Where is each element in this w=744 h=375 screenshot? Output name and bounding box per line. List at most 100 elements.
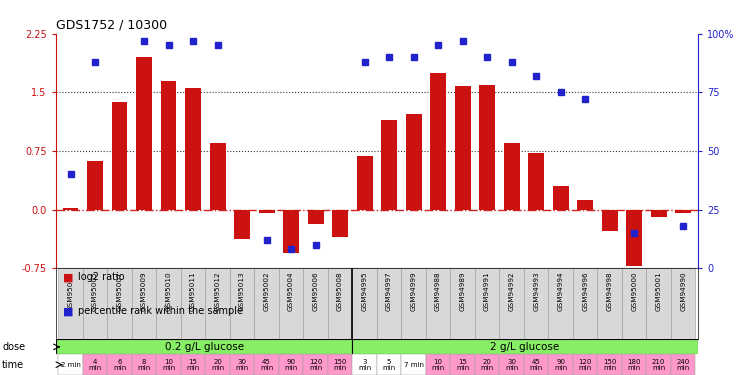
Text: GSM95001: GSM95001: [655, 272, 661, 311]
Bar: [353, 354, 376, 375]
Bar: [328, 354, 353, 375]
Bar: [671, 268, 696, 339]
Bar: [83, 354, 107, 375]
Text: 10
min: 10 min: [162, 358, 175, 370]
Text: GSM95011: GSM95011: [190, 272, 196, 311]
Text: 3
min: 3 min: [358, 358, 371, 370]
Bar: [647, 354, 671, 375]
Text: GDS1752 / 10300: GDS1752 / 10300: [56, 18, 167, 31]
Bar: [107, 268, 132, 339]
Bar: [376, 354, 401, 375]
Text: GSM94995: GSM94995: [362, 272, 368, 311]
Bar: [58, 354, 83, 375]
Text: GSM94996: GSM94996: [582, 272, 589, 311]
Bar: [401, 268, 426, 339]
Bar: [499, 268, 524, 339]
Bar: [356, 156, 373, 210]
Bar: [450, 268, 475, 339]
Bar: [504, 143, 519, 210]
Bar: [181, 354, 205, 375]
Text: GSM94994: GSM94994: [558, 272, 564, 311]
Text: 90
min: 90 min: [284, 358, 298, 370]
Text: GSM95009: GSM95009: [141, 272, 147, 311]
Text: 8
min: 8 min: [138, 358, 150, 370]
Text: 240
min: 240 min: [676, 358, 690, 370]
Text: 20
min: 20 min: [481, 358, 494, 370]
Text: GSM94997: GSM94997: [386, 272, 392, 311]
Text: GSM94991: GSM94991: [484, 272, 490, 311]
Text: GSM95005: GSM95005: [92, 272, 98, 311]
Text: 2 min: 2 min: [60, 362, 80, 368]
Text: GSM94990: GSM94990: [680, 272, 686, 311]
Text: 15
min: 15 min: [456, 358, 469, 370]
Bar: [83, 268, 107, 339]
Text: 30
min: 30 min: [505, 358, 519, 370]
Bar: [376, 268, 401, 339]
Text: GSM95008: GSM95008: [337, 272, 343, 311]
Text: GSM95007: GSM95007: [117, 272, 123, 311]
Bar: [132, 268, 156, 339]
Text: GSM94989: GSM94989: [460, 272, 466, 311]
Bar: [626, 210, 642, 266]
Text: 180
min: 180 min: [627, 358, 641, 370]
Bar: [622, 354, 647, 375]
Bar: [156, 268, 181, 339]
Bar: [161, 81, 176, 210]
Bar: [528, 153, 544, 210]
Bar: [230, 354, 254, 375]
Text: 10
min: 10 min: [432, 358, 445, 370]
Bar: [279, 268, 304, 339]
Bar: [185, 88, 201, 210]
Bar: [475, 354, 499, 375]
Bar: [524, 354, 548, 375]
Text: 15
min: 15 min: [187, 358, 199, 370]
Text: GSM95010: GSM95010: [165, 272, 172, 311]
Bar: [283, 210, 299, 252]
Bar: [112, 102, 127, 210]
Bar: [62, 208, 78, 210]
Bar: [553, 186, 568, 210]
Bar: [107, 354, 132, 375]
Text: 0.2 g/L glucose: 0.2 g/L glucose: [164, 342, 243, 352]
Bar: [181, 268, 205, 339]
Bar: [259, 210, 275, 213]
Bar: [132, 354, 156, 375]
Bar: [430, 73, 446, 210]
Bar: [622, 268, 647, 339]
Bar: [328, 268, 353, 339]
Bar: [676, 210, 691, 213]
Bar: [548, 354, 573, 375]
Bar: [405, 114, 422, 210]
Bar: [304, 268, 328, 339]
Text: 150
min: 150 min: [333, 358, 347, 370]
Bar: [479, 84, 495, 210]
Text: 210
min: 210 min: [652, 358, 665, 370]
Bar: [87, 161, 103, 210]
Bar: [381, 120, 397, 210]
Text: time: time: [2, 360, 25, 370]
Text: GSM95004: GSM95004: [288, 272, 294, 311]
Bar: [548, 268, 573, 339]
Bar: [58, 268, 83, 339]
Bar: [499, 354, 524, 375]
Text: GSM94992: GSM94992: [509, 272, 515, 311]
Bar: [332, 210, 348, 237]
Bar: [426, 268, 450, 339]
Bar: [254, 268, 279, 339]
Text: percentile rank within the sample: percentile rank within the sample: [78, 306, 243, 316]
Text: 7 min: 7 min: [403, 362, 423, 368]
Bar: [577, 200, 593, 210]
Bar: [353, 339, 698, 354]
Text: GSM95006: GSM95006: [312, 272, 318, 311]
Text: 150
min: 150 min: [603, 358, 616, 370]
Text: GSM95002: GSM95002: [263, 272, 269, 311]
Text: 90
min: 90 min: [554, 358, 567, 370]
Bar: [307, 210, 324, 224]
Bar: [455, 86, 470, 210]
Text: GSM94999: GSM94999: [411, 272, 417, 311]
Text: GSM94988: GSM94988: [435, 272, 441, 311]
Bar: [156, 354, 181, 375]
Text: GSM94998: GSM94998: [606, 272, 612, 311]
Bar: [602, 210, 618, 231]
Bar: [210, 143, 225, 210]
